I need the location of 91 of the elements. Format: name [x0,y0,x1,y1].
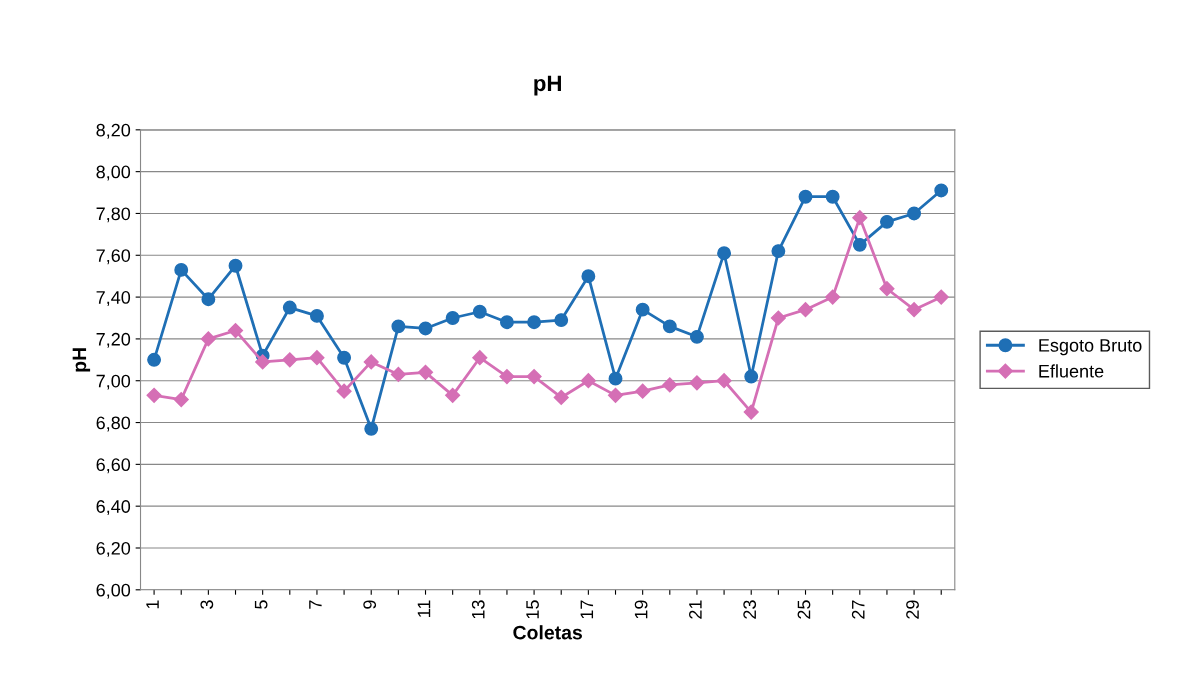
x-tick-label: 25 [797,600,811,619]
point [689,329,704,344]
point [336,383,352,399]
point [879,281,895,297]
point [852,237,867,252]
point [717,246,732,261]
point [201,292,216,307]
x-tick-label: 21 [689,600,702,619]
x-tick-label: 23 [743,600,757,619]
x-axis-title: Coletas [513,625,582,640]
y-tick-label: 8,20 [96,123,131,139]
point [282,300,297,315]
point [635,383,651,399]
y-tick-label: 7,20 [96,332,131,348]
point [282,352,298,368]
x-tick-label: 5 [254,600,268,609]
y-tick-label: 7,80 [96,207,131,223]
point [146,387,162,403]
point [716,373,732,389]
y-tick-label: 6,20 [96,541,131,557]
point [906,302,922,318]
point [200,331,216,347]
point [825,189,840,204]
point [527,315,542,330]
point [499,315,514,330]
x-tick-label: 9 [363,600,377,609]
point [933,289,949,305]
point [689,375,705,391]
x-tick-label: 17 [580,600,594,619]
point [580,373,596,389]
point [744,369,759,384]
x-tick-label: 29 [906,600,919,619]
point [607,387,624,403]
point [418,321,433,336]
point [907,206,922,221]
y-tick-label: 7,00 [96,374,131,390]
point [147,352,162,367]
point [309,308,324,323]
point [526,368,542,385]
point [174,262,189,277]
x-tick-label: 11 [417,600,431,617]
x-tick-label: 13 [471,600,485,619]
point [390,366,406,383]
x-tick-label: 27 [851,600,865,619]
point [797,302,814,318]
y-tick-label: 6,80 [96,416,131,432]
point [879,214,894,229]
legend-label: Esgoto Bruto [1039,339,1142,356]
point [635,302,650,317]
point [852,210,868,226]
point [173,391,189,408]
point [445,311,460,325]
point [934,183,949,198]
y-tick-label: 6,40 [96,500,131,516]
y-axis-title: pH [72,348,91,372]
point [472,350,488,366]
point [825,289,841,305]
point [228,258,243,273]
point [445,387,461,403]
point [309,350,325,366]
x-tick-label: 19 [634,600,648,619]
y-tick-label: 8,00 [96,165,131,181]
point [798,189,813,204]
y-tick-label: 7,40 [96,291,131,306]
x-tick-label: 3 [200,600,214,609]
y-tick-label: 6,60 [96,458,131,474]
point [364,421,379,436]
point [554,313,569,328]
y-tick-label: 6,00 [96,583,131,599]
point [771,244,786,259]
point [662,319,677,334]
point [662,377,678,393]
point [499,368,515,385]
point [363,354,379,370]
point [743,404,759,420]
chart-title: pH [534,75,561,96]
point [391,319,406,334]
point [581,269,596,284]
point [770,310,786,326]
point [608,371,623,386]
point [417,364,434,380]
point [553,389,569,406]
point [227,322,244,339]
x-tick-label: 7 [309,600,322,609]
point [337,350,352,365]
y-tick-label: 7,60 [96,249,131,265]
x-tick-label: 15 [526,600,539,619]
point [472,304,487,319]
point [255,354,271,370]
x-tick-label: 1 [146,600,159,609]
legend-label: Efluente [1039,364,1104,378]
